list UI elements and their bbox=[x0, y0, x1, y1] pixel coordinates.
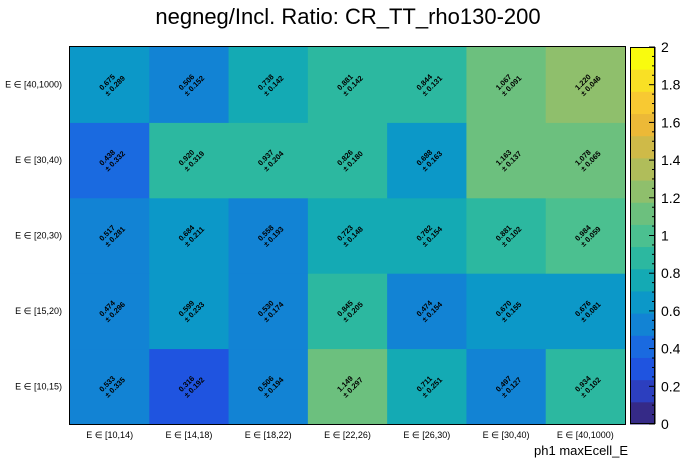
colorbar-tick-label: 1.6 bbox=[661, 114, 681, 130]
heatmap-chart: negneg/Incl. Ratio: CR_TT_rho130-200 0.5… bbox=[0, 0, 696, 472]
x-tick-label: E ∈ [18,22) bbox=[245, 430, 292, 440]
colorbar-tick-label: 2 bbox=[661, 39, 669, 55]
x-tick-label: E ∈ [40,1000) bbox=[557, 430, 614, 440]
colorbar-tick-label: 1.2 bbox=[661, 190, 681, 206]
x-tick-label: E ∈ [26,30) bbox=[403, 430, 450, 440]
colorbar-segment bbox=[630, 69, 655, 92]
colorbar-segment bbox=[630, 335, 655, 358]
colorbar-segment bbox=[630, 269, 655, 292]
colorbar-segment bbox=[630, 180, 655, 203]
colorbar-tick-label: 0.2 bbox=[661, 378, 681, 394]
colorbar-tick-label: 0.4 bbox=[661, 341, 681, 357]
colorbar-segment bbox=[630, 291, 655, 314]
colorbar-segment bbox=[630, 313, 655, 336]
y-tick-labels: E ∈ [10,15) E ∈ [15,20) E ∈ [20,30) E ∈ [30… bbox=[5, 80, 62, 392]
colorbar: 0 0.2 0.4 0.6 0.8 1 1.2 1.4 1.6 1.8 2 bbox=[630, 39, 681, 432]
colorbar-segment bbox=[630, 47, 655, 70]
x-tick-label: E ∈ [14,18) bbox=[165, 430, 212, 440]
colorbar-segment bbox=[630, 114, 655, 137]
colorbar-segment bbox=[630, 136, 655, 159]
colorbar-segment bbox=[630, 380, 655, 403]
colorbar-segment bbox=[630, 357, 655, 380]
colorbar-segment bbox=[630, 91, 655, 114]
colorbar-tick-label: 1.4 bbox=[661, 152, 681, 168]
y-tick-label: E ∈ [10,15) bbox=[15, 381, 62, 391]
colorbar-segment bbox=[630, 402, 655, 425]
colorbar-tick-label: 0.8 bbox=[661, 265, 681, 281]
y-tick-label: E ∈ [15,20) bbox=[15, 306, 62, 316]
colorbar-segment bbox=[630, 158, 655, 181]
colorbar-tick-label: 0.6 bbox=[661, 303, 681, 319]
colorbar-segment bbox=[630, 202, 655, 225]
x-tick-label: E ∈ [22,26) bbox=[324, 430, 371, 440]
x-axis-title: ph1 maxEcell_E bbox=[534, 443, 628, 458]
y-tick-label: E ∈ [20,30) bbox=[15, 231, 62, 241]
colorbar-tick-label: 1.8 bbox=[661, 77, 681, 93]
colorbar-tick-label: 0 bbox=[661, 416, 669, 432]
heatmap-cells: 0.533± 0.335 0.316± 0.192 0.506± 0.194 1.14… bbox=[70, 47, 626, 425]
x-tick-label: E ∈ [30,40) bbox=[483, 430, 530, 440]
chart-title: negneg/Incl. Ratio: CR_TT_rho130-200 bbox=[155, 4, 540, 29]
y-tick-label: E ∈ [30,40) bbox=[15, 155, 62, 165]
x-tick-label: E ∈ [10,14) bbox=[86, 430, 133, 440]
colorbar-tick-label: 1 bbox=[661, 228, 669, 244]
colorbar-segment bbox=[630, 247, 655, 270]
x-tick-labels: E ∈ [10,14) E ∈ [14,18) E ∈ [18,22) E ∈ [22… bbox=[86, 430, 614, 440]
y-tick-label: E ∈ [40,1000) bbox=[5, 80, 62, 90]
